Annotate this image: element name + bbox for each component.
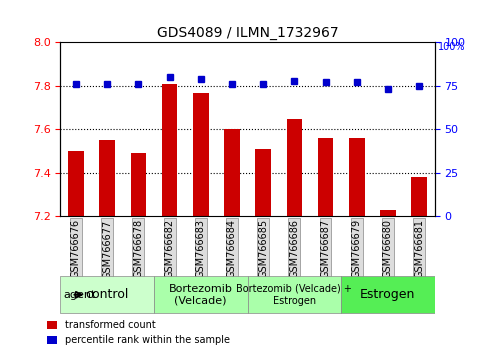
FancyBboxPatch shape (247, 276, 341, 313)
Bar (193, 92, 209, 216)
Text: GSM766687: GSM766687 (321, 219, 330, 279)
Text: GSM766676: GSM766676 (71, 219, 81, 279)
Text: Estrogen: Estrogen (360, 288, 415, 301)
Text: agent: agent (63, 290, 96, 300)
Bar (349, 138, 365, 216)
Text: GSM766685: GSM766685 (258, 219, 268, 279)
Bar (162, 84, 177, 216)
Text: GSM766677: GSM766677 (102, 219, 112, 279)
Text: GSM766682: GSM766682 (165, 219, 174, 279)
Title: GDS4089 / ILMN_1732967: GDS4089 / ILMN_1732967 (156, 26, 339, 40)
Text: Bortezomib
(Velcade): Bortezomib (Velcade) (169, 284, 233, 306)
Text: Bortezomib (Velcade) +
Estrogen: Bortezomib (Velcade) + Estrogen (236, 284, 352, 306)
Text: GSM766684: GSM766684 (227, 219, 237, 278)
Bar (318, 138, 333, 216)
Legend: transformed count, percentile rank within the sample: transformed count, percentile rank withi… (43, 316, 234, 349)
Bar (256, 149, 271, 216)
Bar (68, 151, 84, 216)
Text: GSM766681: GSM766681 (414, 219, 424, 278)
FancyBboxPatch shape (341, 276, 435, 313)
Bar (380, 210, 396, 216)
Bar (99, 140, 115, 216)
Bar (224, 130, 240, 216)
Text: 100%: 100% (438, 42, 465, 52)
Text: GSM766683: GSM766683 (196, 219, 206, 278)
Text: control: control (85, 288, 129, 301)
Text: GSM766686: GSM766686 (289, 219, 299, 278)
FancyBboxPatch shape (154, 276, 247, 313)
Bar (130, 153, 146, 216)
FancyBboxPatch shape (60, 276, 154, 313)
Text: GSM766679: GSM766679 (352, 219, 362, 279)
Bar (286, 119, 302, 216)
Text: GSM766678: GSM766678 (133, 219, 143, 279)
Bar (412, 177, 427, 216)
Text: GSM766680: GSM766680 (383, 219, 393, 278)
